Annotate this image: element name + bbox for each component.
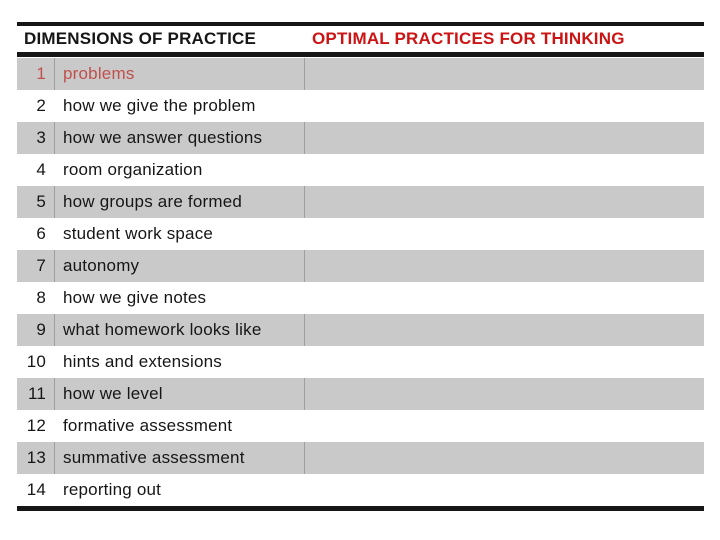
header-optimal-practices: OPTIMAL PRACTICES FOR THINKING [312, 28, 625, 48]
table-header: DIMENSIONS OF PRACTICE OPTIMAL PRACTICES… [17, 25, 704, 52]
row-number: 4 [36, 160, 46, 179]
row-number: 6 [36, 224, 46, 243]
column-divider [304, 442, 305, 474]
column-divider [304, 58, 305, 90]
column-divider [54, 250, 55, 282]
row-label: summative assessment [55, 442, 304, 474]
row-label: autonomy [55, 250, 304, 282]
row-number: 3 [17, 122, 54, 154]
column-divider [54, 186, 55, 218]
table-row: 2 how we give the problem [17, 90, 704, 122]
table-row: 7 autonomy [17, 250, 704, 282]
column-divider [304, 250, 305, 282]
column-divider [54, 58, 55, 90]
column-divider [304, 122, 305, 154]
row-number: 7 [17, 250, 54, 282]
row-label: problems [55, 58, 304, 90]
row-value-cell [305, 58, 704, 90]
row-label: how we answer questions [55, 122, 304, 154]
row-label: how we level [55, 378, 304, 410]
practice-table: 1 problems 2 how we give the problem 3 h… [17, 58, 704, 506]
row-number: 9 [17, 314, 54, 346]
header-rule [17, 52, 704, 57]
table-row: 4 room organization [17, 154, 704, 186]
bottom-rule [17, 506, 704, 511]
table-row: 3 how we answer questions [17, 122, 704, 154]
row-value-cell [305, 218, 704, 250]
top-rule [17, 22, 704, 26]
column-divider [54, 442, 55, 474]
row-number: 5 [17, 186, 54, 218]
table-row: 14 reporting out [17, 474, 704, 506]
column-divider [54, 314, 55, 346]
header-dimensions-of-practice: DIMENSIONS OF PRACTICE [24, 28, 257, 48]
table-row: 1 problems [17, 58, 704, 90]
row-value-cell [305, 314, 704, 346]
row-value-cell [305, 250, 704, 282]
row-number: 13 [17, 442, 54, 474]
column-divider [304, 186, 305, 218]
row-label: how we give notes [63, 288, 207, 307]
table-row: 6 student work space [17, 218, 704, 250]
table-row: 8 how we give notes [17, 282, 704, 314]
row-value-cell [305, 186, 704, 218]
row-value-cell [305, 474, 704, 506]
row-value-cell [305, 346, 704, 378]
row-label: room organization [63, 160, 203, 179]
column-divider [304, 314, 305, 346]
table-row: 13 summative assessment [17, 442, 704, 474]
row-number: 10 [26, 352, 46, 371]
row-number: 1 [17, 58, 54, 90]
row-value-cell [305, 410, 704, 442]
row-value-cell [305, 122, 704, 154]
row-number: 8 [36, 288, 46, 307]
row-value-cell [305, 282, 704, 314]
row-label: hints and extensions [63, 352, 222, 371]
row-value-cell [305, 378, 704, 410]
row-value-cell [305, 154, 704, 186]
row-label: what homework looks like [55, 314, 304, 346]
column-divider [304, 378, 305, 410]
row-label: how groups are formed [55, 186, 304, 218]
row-label: formative assessment [63, 416, 233, 435]
row-value-cell [305, 90, 704, 122]
row-label: how we give the problem [63, 96, 256, 115]
row-number: 2 [36, 96, 46, 115]
table-row: 12 formative assessment [17, 410, 704, 442]
row-number: 11 [17, 378, 54, 410]
column-divider [54, 378, 55, 410]
row-number: 14 [26, 480, 46, 499]
row-value-cell [305, 442, 704, 474]
row-label: student work space [63, 224, 214, 243]
table-row: 9 what homework looks like [17, 314, 704, 346]
column-divider [54, 122, 55, 154]
row-label: reporting out [63, 480, 162, 499]
table-row: 5 how groups are formed [17, 186, 704, 218]
table-row: 11 how we level [17, 378, 704, 410]
table-row: 10 hints and extensions [17, 346, 704, 378]
row-number: 12 [26, 416, 46, 435]
